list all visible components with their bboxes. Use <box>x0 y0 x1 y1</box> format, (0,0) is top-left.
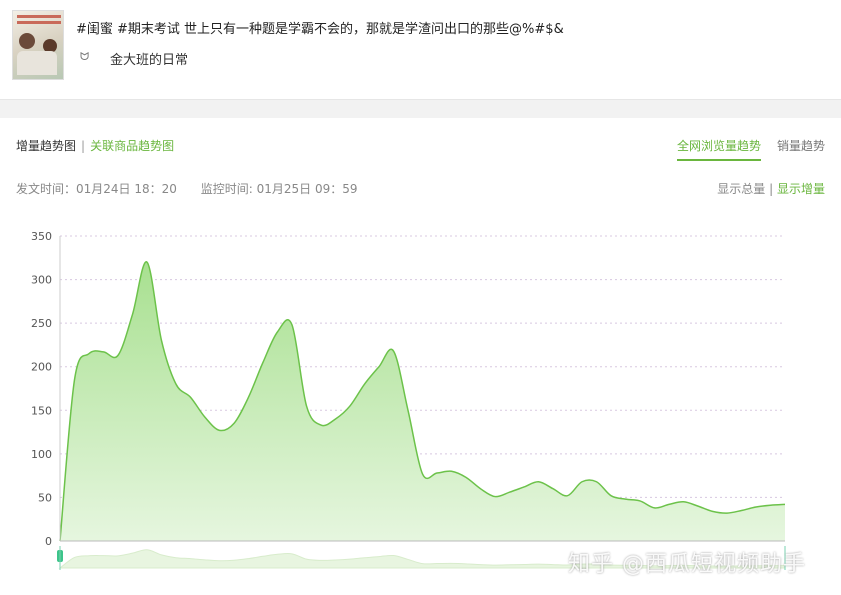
monitor-time: 监控时间: 01月25日 09：59 <box>200 182 358 196</box>
video-thumbnail[interactable] <box>12 10 64 80</box>
show-total-button[interactable]: 显示总量 <box>717 182 766 196</box>
watermark: 知乎 @西瓜短视频助手 <box>568 552 806 577</box>
metric-tabs: 全网浏览量趋势 销量趋势 <box>676 137 825 161</box>
author-name[interactable]: 金大班的日常 <box>110 53 189 68</box>
y-tick-label: 300 <box>31 274 52 287</box>
y-tick-label: 0 <box>45 535 52 548</box>
tab-views-trend[interactable]: 全网浏览量趋势 <box>676 137 761 161</box>
y-tick-label: 250 <box>31 317 52 330</box>
bunny-icon: ᗢ <box>80 50 90 63</box>
tab-increment-trend[interactable]: 增量趋势图 <box>16 139 77 153</box>
separator: | <box>769 182 774 196</box>
chart-type-tabs: 增量趋势图 | 关联商品趋势图 <box>16 137 174 154</box>
time-info: 发文时间：01月24日 18：20 监控时间: 01月25日 09：59 <box>16 180 378 197</box>
y-tick-label: 150 <box>31 404 52 417</box>
y-tick-label: 200 <box>31 361 52 374</box>
post-time: 发文时间：01月24日 18：20 <box>16 182 177 196</box>
display-toggle: 显示总量 | 显示增量 <box>717 180 825 197</box>
post-title[interactable]: #闺蜜 #期末考试 世上只有一种题是学霸不会的，那就是学渣问出口的那些@%#$& <box>76 22 564 37</box>
tab-sales-trend[interactable]: 销量趋势 <box>776 139 825 153</box>
area-fill <box>60 261 785 541</box>
tab-related-products[interactable]: 关联商品趋势图 <box>90 139 175 153</box>
series-line <box>59 261 786 542</box>
y-tick-label: 350 <box>31 230 52 243</box>
y-tick-label: 100 <box>31 448 52 461</box>
show-increment-button[interactable]: 显示增量 <box>776 182 825 196</box>
separator: | <box>81 139 86 153</box>
range-slider-preview <box>58 549 786 569</box>
divider-band <box>0 99 841 118</box>
y-tick-label: 50 <box>38 491 52 504</box>
